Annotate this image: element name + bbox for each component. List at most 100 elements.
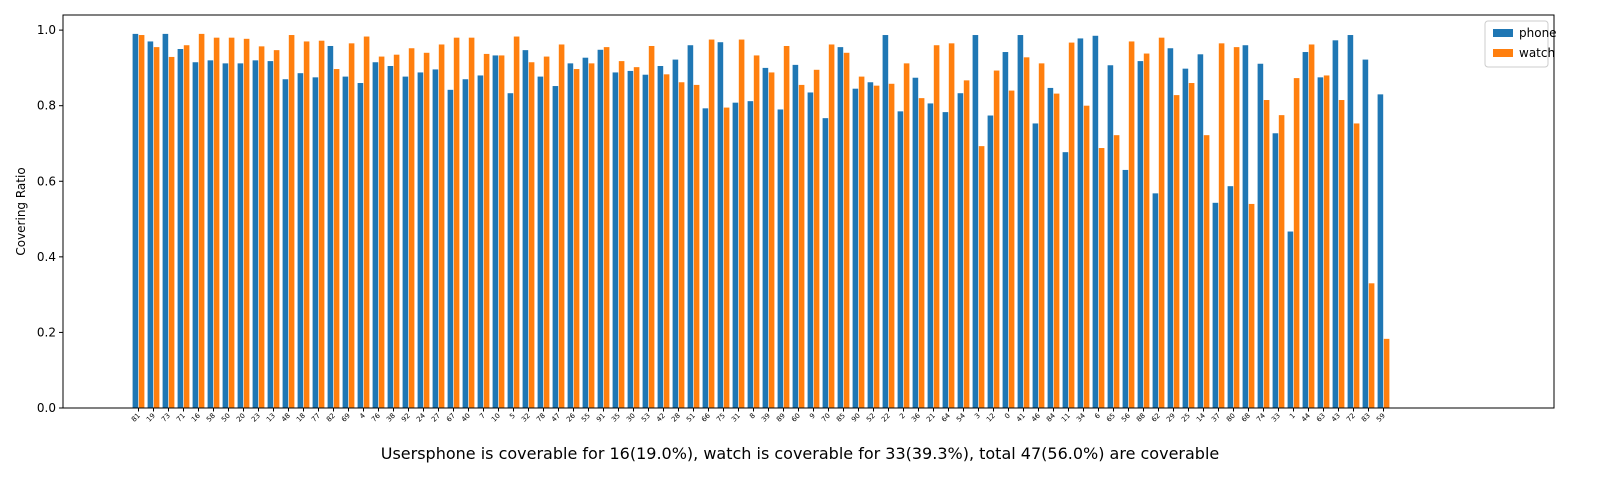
bar-watch-1 [1293,78,1300,409]
x-tick-label: 13 [265,412,277,424]
bar-watch-72 [1353,123,1360,408]
bar-phone-47 [552,86,559,408]
bar-watch-90 [858,76,865,408]
x-tick-label: 48 [280,412,292,424]
x-tick-label: 53 [640,412,652,424]
y-tick-label: 1.0 [37,23,56,37]
bar-watch-22 [888,83,895,408]
bar-phone-64 [942,112,949,409]
y-axis-label: Covering Ratio [14,167,28,255]
x-tick-label: 66 [700,411,712,423]
bar-phone-43 [1332,40,1339,408]
bar-watch-13 [273,50,280,408]
bar-phone-51 [687,45,694,408]
bar-watch-92 [408,48,415,408]
bar-watch-53 [648,45,655,409]
x-tick-label: 20 [235,412,247,424]
x-tick-label: 90 [850,412,862,424]
x-tick-label: 22 [880,412,892,424]
x-tick-label: 74 [1255,411,1267,423]
bar-watch-50 [228,37,235,409]
bar-watch-41 [1023,57,1030,408]
bar-phone-27 [432,69,439,409]
bar-watch-39 [768,72,775,408]
bar-phone-73 [162,33,169,408]
bar-phone-16 [192,62,199,409]
bar-phone-38 [387,66,394,408]
x-tick-label: 37 [1210,412,1222,424]
bar-phone-71 [177,49,184,408]
bar-watch-31 [738,39,745,409]
bar-phone-23 [252,60,259,408]
bar-watch-38 [393,54,400,409]
bar-phone-77 [312,77,319,408]
x-tick-label: 1 [1288,412,1297,421]
bar-watch-84 [1053,93,1060,408]
x-tick-label: 54 [955,411,967,423]
bar-watch-25 [1188,83,1195,409]
bar-phone-78 [537,76,544,408]
x-tick-label: 71 [175,412,187,424]
bar-watch-19 [153,47,160,409]
x-tick-label: 63 [1315,412,1327,424]
bar-watch-62 [1158,37,1165,409]
bar-phone-81 [132,33,139,408]
x-tick-label: 65 [1105,412,1117,424]
x-tick-label: 23 [250,412,262,424]
bar-watch-28 [678,82,685,408]
bar-phone-19 [147,41,154,408]
bar-phone-37 [1212,202,1219,408]
bar-phone-25 [1182,68,1189,408]
bar-phone-31 [732,102,739,409]
bar-watch-78 [543,56,550,408]
bar-phone-41 [1017,35,1024,408]
x-tick-label: 24 [415,411,427,423]
bar-watch-29 [1173,95,1180,409]
bar-phone-8 [747,101,754,408]
x-tick-label: 40 [460,412,472,424]
x-tick-label: 91 [595,412,607,424]
x-tick-label: 32 [520,412,532,424]
bar-watch-26 [573,69,580,408]
x-tick-label: 59 [1375,412,1387,424]
bar-phone-80 [1227,186,1234,408]
x-tick-label: 16 [190,411,202,423]
x-tick-label: 21 [925,412,937,424]
x-tick-label: 31 [730,412,742,424]
y-tick-label: 0.2 [37,325,56,339]
bar-watch-21 [933,45,940,408]
x-tick-label: 6 [1093,411,1102,420]
bar-phone-82 [327,45,334,409]
bar-watch-74 [1263,100,1270,409]
plot-frame [62,14,1555,409]
bar-watch-67 [453,37,460,409]
x-tick-label: 68 [1240,412,1252,424]
bar-phone-13 [267,61,274,408]
bar-phone-48 [282,79,289,409]
x-tick-label: 7 [478,412,487,421]
x-tick-label: 28 [670,412,682,424]
bar-watch-85 [843,52,850,408]
x-tick-label: 25 [1180,412,1192,424]
x-tick-label: 84 [1045,411,1057,423]
x-tick-label: 67 [445,412,457,424]
x-tick-label: 30 [625,412,637,424]
x-tick-label: 81 [130,412,142,424]
x-tick-label: 27 [430,412,442,424]
bar-watch-55 [588,63,595,409]
x-tick-label: 56 [1120,411,1132,423]
bar-phone-9 [807,92,814,408]
x-tick-label: 18 [295,412,307,424]
bar-phone-26 [567,63,574,409]
x-tick-label: 70 [820,412,832,424]
bar-watch-63 [1323,75,1330,409]
chart-caption: Usersphone is coverable for 16(19.0%), w… [380,444,1220,463]
bar-phone-67 [447,89,454,408]
bar-watch-59 [1383,338,1390,408]
x-tick-label: 51 [685,412,697,424]
x-tick-label: 44 [1300,411,1312,423]
bar-phone-55 [582,57,589,408]
x-tick-label: 82 [325,412,337,424]
bar-phone-46 [1032,123,1039,408]
bar-phone-32 [522,50,529,408]
